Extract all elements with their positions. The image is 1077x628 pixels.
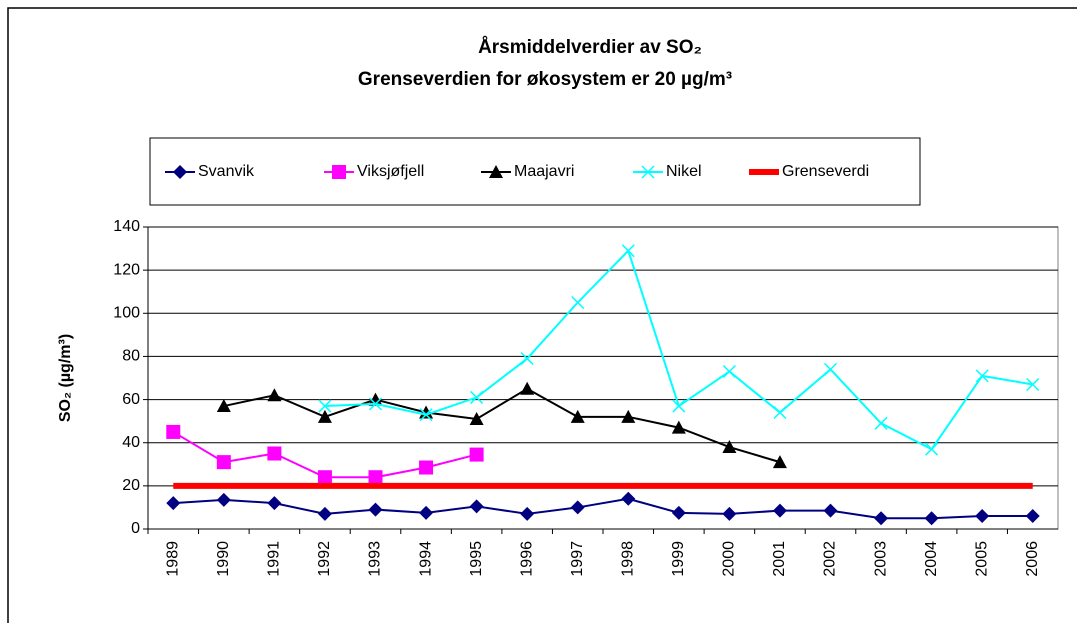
marker [216,455,231,470]
x-tick-label: 2004 [923,541,940,577]
x-tick-label: 1996 [518,541,535,577]
x-tick-label: 2000 [721,541,738,577]
legend-label: Grenseverdi [782,163,869,180]
marker [671,420,686,434]
x-tick-label: 1993 [367,541,384,577]
x-tick-label: 1989 [164,541,181,577]
y-axis-label: SO₂ (µg/m³) [57,334,74,422]
marker [173,165,187,179]
marker [368,470,383,485]
legend-label: Maajavri [514,163,574,180]
marker [641,165,655,179]
y-tick-label: 60 [122,391,140,408]
marker [317,506,332,521]
chart-subtitle: Grenseverdien for økosystem er 20 µg/m³ [358,69,732,90]
marker [823,362,838,376]
marker [1026,377,1040,392]
marker [368,397,383,411]
y-tick-label: 120 [113,261,140,278]
marker [671,505,686,520]
marker [520,381,535,395]
series-line [173,497,1033,520]
marker [520,352,534,366]
marker [570,500,585,515]
x-tick-label: 1991 [266,541,283,577]
marker [621,244,635,258]
x-tick-label: 1995 [468,541,485,577]
marker [368,502,383,517]
legend-label: Nikel [666,163,702,180]
marker [1025,509,1040,524]
marker [722,440,737,454]
x-tick-label: 2006 [1024,541,1041,577]
marker [469,499,484,514]
marker [672,399,686,413]
marker [520,506,535,521]
marker [772,455,787,469]
marker [318,399,332,413]
legend-box [149,137,921,206]
marker [469,411,484,425]
x-tick-label: 2003 [872,541,889,577]
x-tick-label: 2005 [973,541,990,577]
marker [419,460,434,475]
marker [571,295,585,310]
y-tick-label: 80 [122,348,140,365]
marker [166,496,181,511]
marker [419,405,434,419]
marker [419,505,434,520]
x-tick-label: 2001 [771,541,788,577]
x-tick-label: 1994 [417,541,434,577]
marker [772,503,787,518]
x-tick-label: 1999 [670,541,687,577]
x-tick-label: 1990 [215,541,232,577]
y-tick-label: 20 [122,477,140,494]
marker [216,399,231,413]
marker [874,511,889,526]
marker [773,405,787,420]
y-tick-label: 100 [113,305,140,322]
legend-label: Viksjøfjell [357,163,424,180]
marker [419,408,433,422]
x-tick-label: 1992 [316,541,333,577]
marker [332,165,346,179]
marker [317,470,332,485]
y-tick-label: 0 [131,520,140,537]
marker [166,424,181,439]
chart-title: Årsmiddelverdier av SO₂ [478,37,702,58]
series-line [223,387,781,464]
x-tick-label: 1997 [569,541,586,577]
marker [489,165,503,178]
marker [874,416,888,430]
marker [823,503,838,518]
marker [469,447,484,462]
marker [722,364,736,379]
marker [975,369,989,383]
y-tick-label: 140 [113,218,140,235]
marker [317,409,332,423]
x-tick-label: 2002 [822,541,839,577]
marker [267,388,282,402]
y-tick-label: 40 [122,434,140,451]
marker [924,511,939,526]
marker [470,390,484,404]
legend-label: Svanvik [198,163,255,180]
marker [267,446,282,461]
marker [621,409,636,423]
marker [722,506,737,521]
marker [621,491,636,506]
x-tick-label: 1998 [619,541,636,577]
marker [267,496,282,511]
marker [925,442,939,456]
marker [975,509,990,524]
marker [570,409,585,423]
marker [368,392,383,406]
marker [216,492,231,507]
